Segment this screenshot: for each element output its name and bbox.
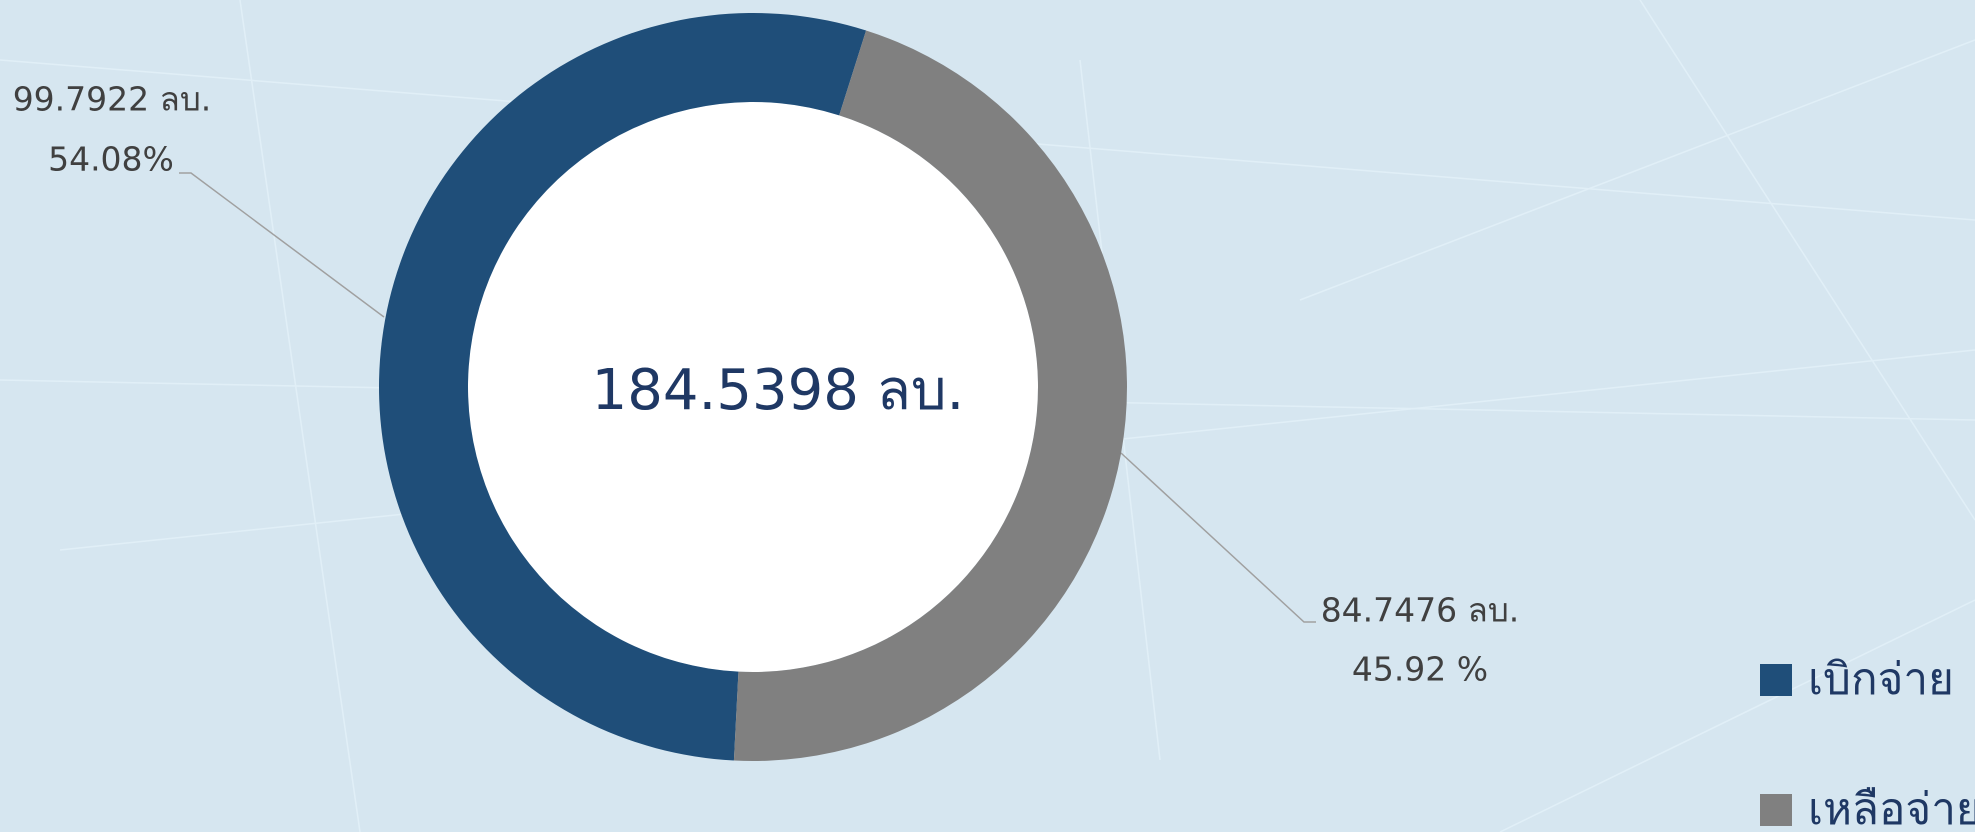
percentage-label: 45.92 % <box>1352 650 1488 689</box>
value-label: 99.7922 ลบ. <box>13 80 212 119</box>
legend-label: เหลือจ่าย <box>1808 784 1975 832</box>
leader-line <box>1120 452 1316 623</box>
donut-segment <box>733 30 1128 761</box>
donut-segment <box>379 13 867 761</box>
percentage-label: 54.08% <box>48 140 174 179</box>
center-label: 184.5398 ลบ. <box>592 358 965 423</box>
donut-hole <box>468 102 1038 672</box>
legend-label: เบิกจ่าย <box>1808 654 1954 705</box>
value-label: 84.7476 ลบ. <box>1321 591 1520 630</box>
leader-line <box>179 172 385 318</box>
legend-swatch <box>1760 794 1792 826</box>
legend-swatch <box>1760 664 1792 696</box>
